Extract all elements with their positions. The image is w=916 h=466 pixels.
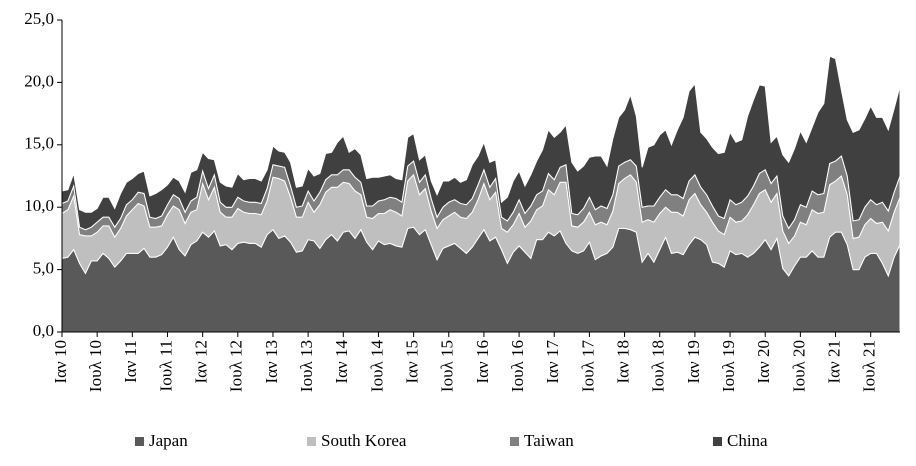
x-tick-label: Ιαν 16 <box>473 340 492 384</box>
y-tick-label: 20,0 <box>24 71 54 90</box>
legend-swatch <box>510 437 519 446</box>
x-tick-label: Ιαν 10 <box>51 340 70 384</box>
y-tick-label: 0,0 <box>33 321 54 340</box>
x-tick-label: Ιαν 11 <box>121 340 140 383</box>
x-tick-label: Ιουλ 12 <box>227 340 246 392</box>
x-tick-label: Ιουλ 17 <box>578 340 597 393</box>
x-tick-label: Ιουλ 14 <box>367 340 386 393</box>
x-tick-label: Ιουλ 10 <box>86 340 105 392</box>
x-tick-label: Ιαν 20 <box>754 340 773 384</box>
y-tick-label: 10,0 <box>24 196 54 215</box>
legend-label: Japan <box>149 431 188 450</box>
x-tick-label: Ιαν 18 <box>613 340 632 384</box>
legend-label: China <box>727 431 768 450</box>
x-tick-label: Ιουλ 19 <box>719 340 738 392</box>
legend-swatch <box>307 437 316 446</box>
x-tick-label: Ιαν 13 <box>262 340 281 384</box>
x-tick-label: Ιουλ 21 <box>860 340 879 392</box>
x-tick-label: Ιαν 12 <box>192 340 211 384</box>
x-tick-label: Ιουλ 15 <box>438 340 457 392</box>
y-tick-label: 5,0 <box>33 259 54 278</box>
legend-label: Taiwan <box>524 431 574 450</box>
y-tick-label: 15,0 <box>24 134 54 153</box>
x-tick-label: Ιουλ 13 <box>297 340 316 392</box>
legend-swatch <box>135 437 144 446</box>
x-tick-label: Ιουλ 18 <box>649 340 668 392</box>
x-tick-label: Ιαν 21 <box>824 340 843 384</box>
x-tick-label: Ιαν 17 <box>543 340 562 384</box>
x-tick-label: Ιουλ 16 <box>508 340 527 392</box>
x-tick-label: Ιαν 19 <box>684 340 703 384</box>
x-tick-label: Ιαν 15 <box>403 340 422 384</box>
x-tick-label: Ιαν 14 <box>332 340 351 384</box>
area <box>61 55 901 231</box>
x-tick-label: Ιουλ 20 <box>789 340 808 392</box>
y-tick-label: 25,0 <box>24 9 54 28</box>
legend-label: South Korea <box>321 431 407 450</box>
x-tick-label: Ιουλ 11 <box>156 340 175 391</box>
legend-swatch <box>713 437 722 446</box>
